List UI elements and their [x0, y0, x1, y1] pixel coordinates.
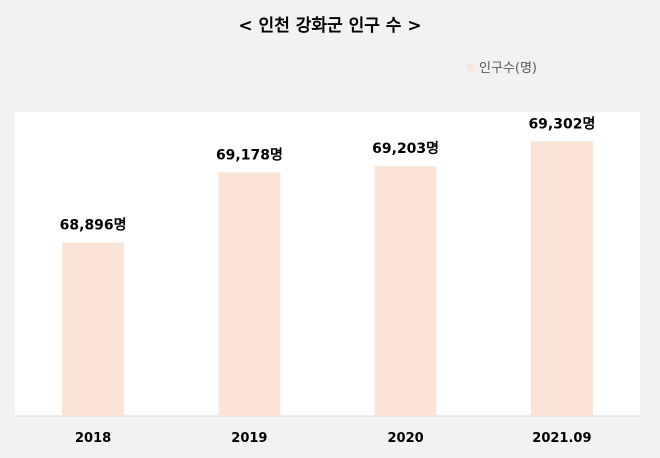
- data-label-2021.09: 69,302명: [528, 115, 595, 132]
- x-tick-2019: 2019: [231, 431, 267, 446]
- legend: 인구수(명): [467, 61, 537, 76]
- x-tick-2021.09: 2021.09: [532, 431, 591, 446]
- data-label-2019: 69,178명: [216, 146, 283, 163]
- data-label-2020: 69,203명: [372, 140, 439, 157]
- data-label-2018: 68,896명: [60, 217, 127, 234]
- x-axis-ticks: 2018 2019 2020 2021.09: [75, 431, 592, 446]
- legend-label: 인구수(명): [479, 61, 537, 76]
- x-tick-2018: 2018: [75, 431, 111, 446]
- chart-title: < 인천 강화군 인구 수 >: [238, 16, 421, 36]
- bar-2019: [218, 172, 281, 416]
- bars: [62, 141, 593, 416]
- bar-2018: [62, 242, 125, 416]
- bar-2020: [374, 166, 437, 416]
- data-labels: 68,896명 69,178명 69,203명 69,302명: [60, 115, 596, 233]
- bar-2021.09: [530, 141, 593, 416]
- legend-swatch: [467, 64, 474, 71]
- x-tick-2020: 2020: [388, 431, 424, 446]
